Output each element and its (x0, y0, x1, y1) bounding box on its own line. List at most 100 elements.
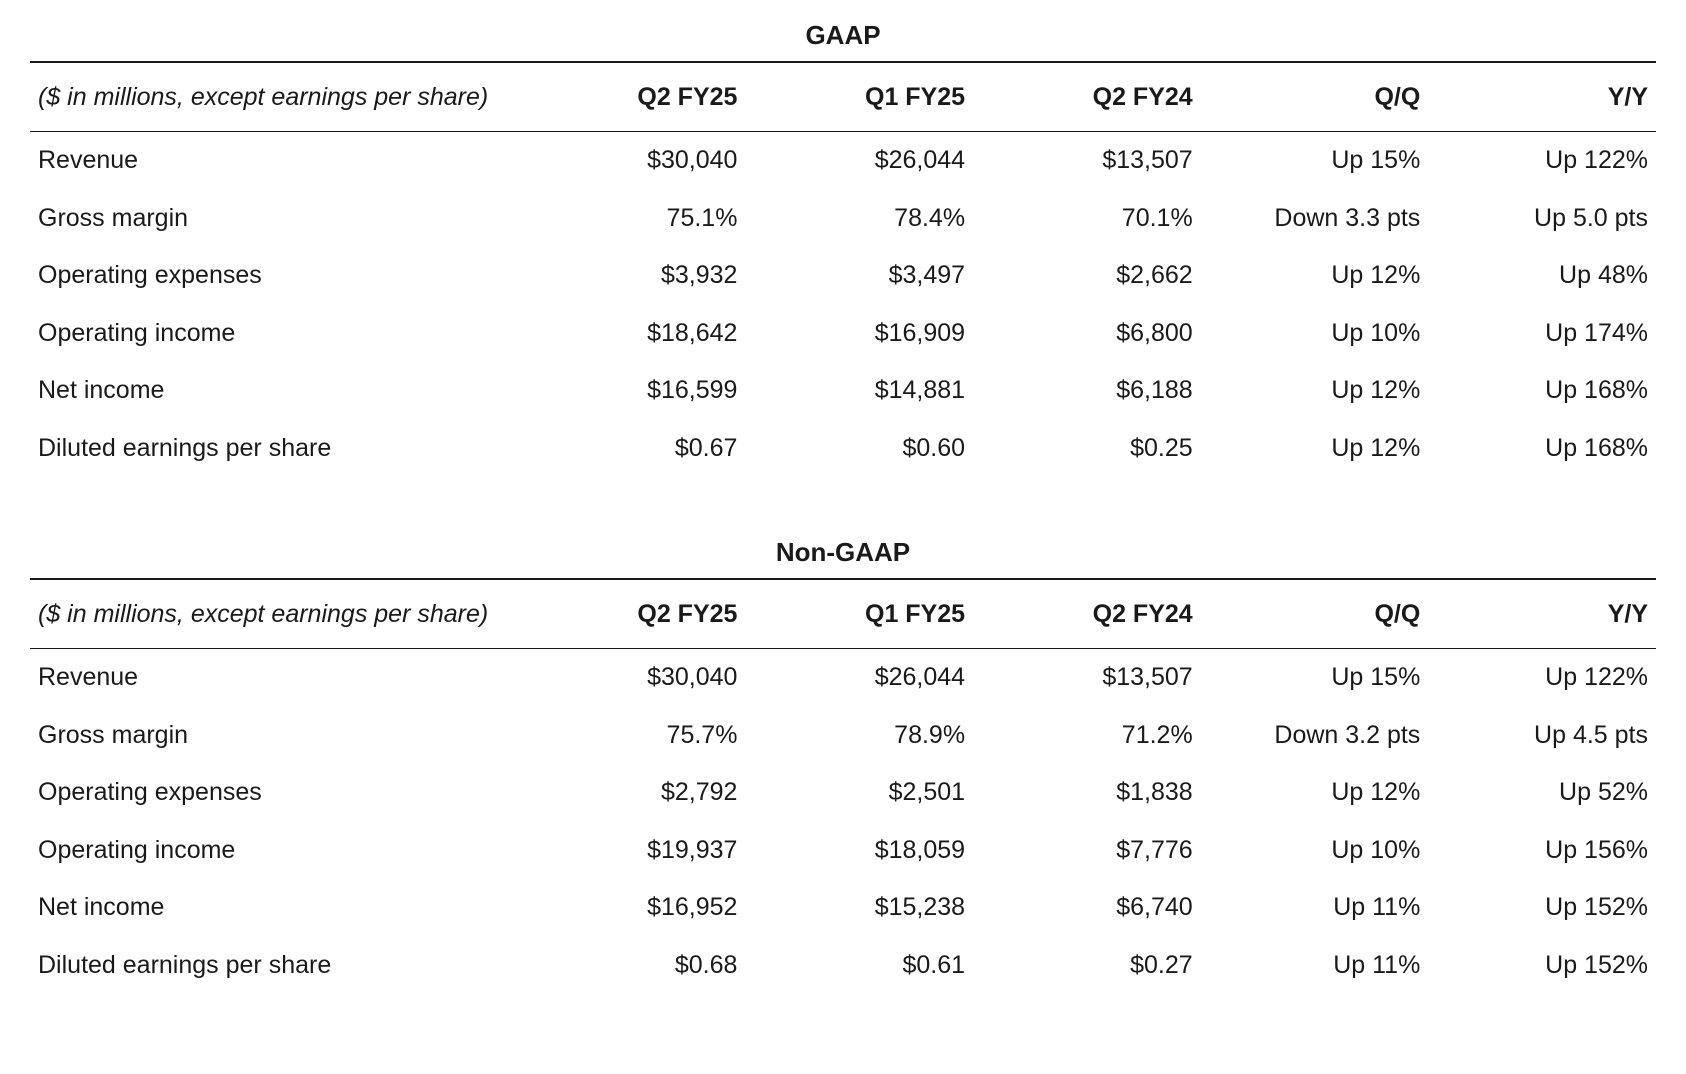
table-cell: $16,952 (518, 879, 746, 937)
table-header-row: ($ in millions, except earnings per shar… (30, 579, 1656, 649)
table-cell: $7,776 (973, 822, 1201, 880)
financial-tables-root: GAAP($ in millions, except earnings per … (30, 20, 1656, 994)
table-cell: $18,059 (745, 822, 973, 880)
table-cell: Up 152% (1428, 937, 1656, 995)
table-row: Net income$16,599$14,881$6,188Up 12%Up 1… (30, 362, 1656, 420)
table-cell: Up 12% (1201, 362, 1429, 420)
table-cell: Up 12% (1201, 247, 1429, 305)
table-cell: Up 168% (1428, 362, 1656, 420)
table-cell: $6,188 (973, 362, 1201, 420)
row-label: Revenue (30, 649, 518, 707)
column-header: Q1 FY25 (745, 62, 973, 132)
table-cell: $3,497 (745, 247, 973, 305)
table-cell: Down 3.3 pts (1201, 190, 1429, 248)
table-cell: $16,599 (518, 362, 746, 420)
table-cell: $1,838 (973, 764, 1201, 822)
table-cell: Up 168% (1428, 420, 1656, 478)
column-header: Q2 FY25 (518, 62, 746, 132)
table-cell: Up 12% (1201, 420, 1429, 478)
table-cell: Up 15% (1201, 649, 1429, 707)
table-cell: 70.1% (973, 190, 1201, 248)
table-row: Diluted earnings per share$0.67$0.60$0.2… (30, 420, 1656, 478)
table-cell: $0.68 (518, 937, 746, 995)
table-title: Non-GAAP (30, 537, 1656, 578)
table-cell: $13,507 (973, 649, 1201, 707)
row-label: Operating income (30, 305, 518, 363)
column-header: Q/Q (1201, 579, 1429, 649)
row-label: Gross margin (30, 707, 518, 765)
table-cell: $0.60 (745, 420, 973, 478)
table-cell: 71.2% (973, 707, 1201, 765)
table-cell: Up 12% (1201, 764, 1429, 822)
table-cell: Up 174% (1428, 305, 1656, 363)
table-cell: $16,909 (745, 305, 973, 363)
table-cell: $18,642 (518, 305, 746, 363)
table-cell: $30,040 (518, 132, 746, 190)
row-label: Operating expenses (30, 247, 518, 305)
table-row: Revenue$30,040$26,044$13,507Up 15%Up 122… (30, 132, 1656, 190)
row-label: Revenue (30, 132, 518, 190)
row-label: Diluted earnings per share (30, 420, 518, 478)
table-cell: $13,507 (973, 132, 1201, 190)
table-row: Revenue$30,040$26,044$13,507Up 15%Up 122… (30, 649, 1656, 707)
table-cell: $26,044 (745, 649, 973, 707)
table-cell: $6,800 (973, 305, 1201, 363)
table-cell: Up 11% (1201, 879, 1429, 937)
table-cell: 78.9% (745, 707, 973, 765)
table-row: Operating income$18,642$16,909$6,800Up 1… (30, 305, 1656, 363)
table-cell: Up 122% (1428, 132, 1656, 190)
column-header: Q2 FY25 (518, 579, 746, 649)
table-row: Operating expenses$3,932$3,497$2,662Up 1… (30, 247, 1656, 305)
table-cell: Up 4.5 pts (1428, 707, 1656, 765)
table-cell: Up 10% (1201, 822, 1429, 880)
table-cell: Up 152% (1428, 879, 1656, 937)
table-section-1: Non-GAAP($ in millions, except earnings … (30, 537, 1656, 994)
table-cell: $3,932 (518, 247, 746, 305)
table-cell: $26,044 (745, 132, 973, 190)
table-cell: Up 52% (1428, 764, 1656, 822)
column-header: Q2 FY24 (973, 579, 1201, 649)
table-cell: $30,040 (518, 649, 746, 707)
row-label: Net income (30, 879, 518, 937)
table-row: Operating expenses$2,792$2,501$1,838Up 1… (30, 764, 1656, 822)
table-cell: Up 122% (1428, 649, 1656, 707)
table-row: Net income$16,952$15,238$6,740Up 11%Up 1… (30, 879, 1656, 937)
table-cell: Up 11% (1201, 937, 1429, 995)
row-label: Gross margin (30, 190, 518, 248)
row-label: Diluted earnings per share (30, 937, 518, 995)
table-cell: $14,881 (745, 362, 973, 420)
table-title: GAAP (30, 20, 1656, 61)
row-label: Operating expenses (30, 764, 518, 822)
table-row: Gross margin75.1%78.4%70.1%Down 3.3 ptsU… (30, 190, 1656, 248)
table-cell: $2,792 (518, 764, 746, 822)
row-label: Operating income (30, 822, 518, 880)
column-header: Q2 FY24 (973, 62, 1201, 132)
table-cell: Up 48% (1428, 247, 1656, 305)
table-cell: $0.27 (973, 937, 1201, 995)
table-cell: Down 3.2 pts (1201, 707, 1429, 765)
table-header-row: ($ in millions, except earnings per shar… (30, 62, 1656, 132)
table-row: Operating income$19,937$18,059$7,776Up 1… (30, 822, 1656, 880)
table-section-0: GAAP($ in millions, except earnings per … (30, 20, 1656, 477)
table-note: ($ in millions, except earnings per shar… (30, 579, 518, 649)
table-cell: Up 10% (1201, 305, 1429, 363)
column-header: Y/Y (1428, 62, 1656, 132)
table-cell: $0.61 (745, 937, 973, 995)
table-cell: 78.4% (745, 190, 973, 248)
row-label: Net income (30, 362, 518, 420)
table-cell: $6,740 (973, 879, 1201, 937)
table-cell: $19,937 (518, 822, 746, 880)
column-header: Q/Q (1201, 62, 1429, 132)
table-cell: Up 156% (1428, 822, 1656, 880)
table-cell: Up 5.0 pts (1428, 190, 1656, 248)
table-cell: $0.67 (518, 420, 746, 478)
column-header: Q1 FY25 (745, 579, 973, 649)
column-header: Y/Y (1428, 579, 1656, 649)
table-cell: $15,238 (745, 879, 973, 937)
table-cell: $2,662 (973, 247, 1201, 305)
table-cell: $2,501 (745, 764, 973, 822)
table-row: Gross margin75.7%78.9%71.2%Down 3.2 ptsU… (30, 707, 1656, 765)
table-cell: 75.1% (518, 190, 746, 248)
financial-table: ($ in millions, except earnings per shar… (30, 61, 1656, 477)
financial-table: ($ in millions, except earnings per shar… (30, 578, 1656, 994)
